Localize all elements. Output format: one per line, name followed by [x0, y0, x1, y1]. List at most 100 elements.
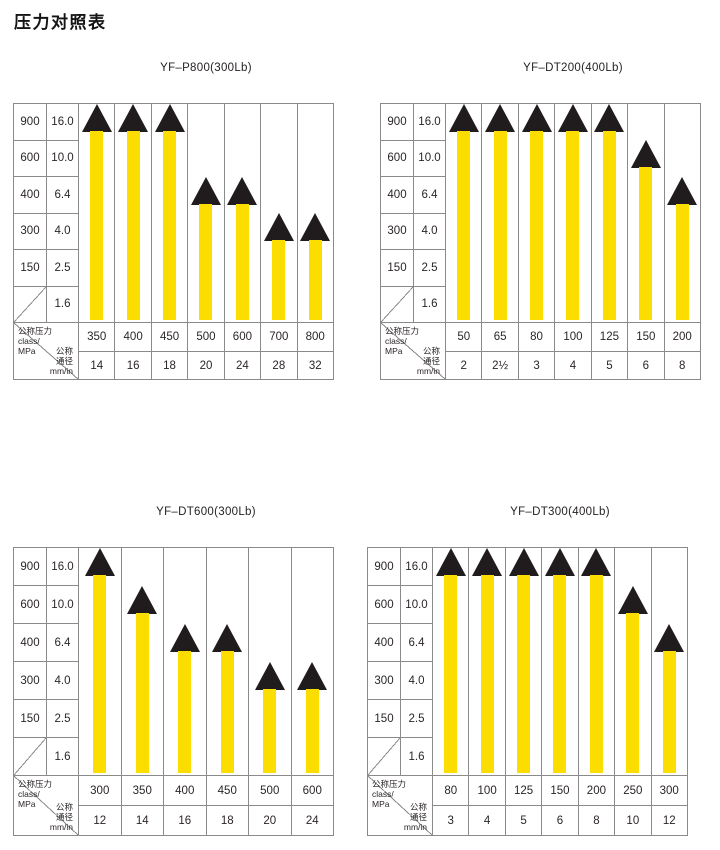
class-value-cell: 100	[469, 776, 505, 806]
size-value-cell: 2	[460, 359, 467, 372]
y-axis: 900 16.0 600 10.0 400 6.4 300 4.0 150 2.5 1.6	[381, 104, 446, 322]
pressure-bar	[126, 131, 140, 320]
chart-table: 900 16.0 600 10.0 400 6.4 300 4.0 150 2.5 1.6 公称压力 c…	[13, 103, 334, 380]
pressure-chart-yf-p800: YF–P800(300Lb) 900 16.0 600 10.0 400 6.4 300 4.0…	[13, 62, 334, 380]
bar-column	[225, 104, 262, 322]
bar-column	[79, 104, 116, 322]
bar-arrow-icon	[654, 623, 685, 652]
plot-area: 900 16.0 600 10.0 400 6.4 300 4.0 150 2.5 1.6	[368, 548, 687, 775]
bar-column	[519, 104, 556, 322]
bar-column	[164, 548, 207, 775]
pressure-bar	[308, 240, 322, 320]
axis-header-cell: 公称压力 class/MPa 公称 通径 mm/in	[368, 776, 433, 835]
data-column: 500 20	[249, 776, 292, 835]
pressure-bar	[93, 575, 107, 773]
size-label-cn-1: 公称	[422, 346, 440, 356]
y-axis-class-value: 150	[14, 700, 47, 737]
pressure-bar	[589, 575, 603, 773]
size-value-cell: 5	[520, 814, 527, 827]
y-axis-row: 400 6.4	[368, 624, 433, 662]
y-axis-class-value: 900	[381, 104, 414, 140]
pressure-bar	[566, 131, 580, 320]
size-label-cn-1: 公称	[55, 802, 73, 812]
size-unit-label: mm/in	[49, 366, 73, 376]
y-axis-mpa-value: 4.0	[414, 213, 446, 249]
class-value-cell: 50	[446, 323, 482, 352]
y-axis: 900 16.0 600 10.0 400 6.4 300 4.0 150 2.5 1.6	[368, 548, 433, 775]
pressure-bar	[530, 131, 544, 320]
bar-column	[433, 548, 470, 775]
data-column: 80 3	[433, 776, 470, 835]
bar-column	[298, 104, 333, 322]
size-value-cell: 32	[308, 359, 322, 372]
y-axis-mpa-value: 4.0	[47, 213, 79, 249]
y-axis-mpa-value: 4.0	[47, 662, 79, 699]
y-axis-class-value: 600	[14, 140, 47, 176]
pressure-label-en: class/	[372, 789, 394, 799]
bar-arrow-icon	[169, 623, 200, 652]
pressure-bar	[639, 167, 653, 320]
y-axis-row: 600 10.0	[14, 586, 79, 624]
y-axis-class-value: 150	[368, 700, 401, 737]
size-value-cell: 24	[305, 814, 319, 827]
size-value-cell: 8	[679, 359, 686, 372]
bar-column	[542, 548, 579, 775]
data-column: 300 12	[651, 776, 687, 835]
class-value-cell: 400	[164, 776, 206, 806]
y-axis-class-value: 900	[368, 548, 401, 585]
label-rows: 公称压力 class/MPa 公称 通径 mm/in 350 14 400 16 450 18 500…	[14, 322, 333, 379]
y-axis-diagonal-cell	[381, 286, 414, 322]
size-value-cell: 10	[626, 814, 640, 827]
class-value-cell: 600	[224, 323, 261, 352]
label-rows: 公称压力 class/MPa 公称 通径 mm/in 80 3 100 4 125 5 150 6 200…	[368, 775, 687, 835]
pressure-bar	[675, 203, 689, 320]
y-axis-row: 600 10.0	[14, 140, 79, 177]
pressure-bar	[178, 650, 192, 773]
y-axis-row: 150 2.5	[14, 700, 79, 738]
data-column: 100 4	[555, 323, 592, 379]
size-value-cell: 16	[126, 359, 140, 372]
y-axis-class-value: 600	[381, 140, 414, 176]
data-column: 150 6	[542, 776, 579, 835]
size-unit-label: mm/in	[403, 822, 427, 832]
bar-arrow-icon	[617, 585, 648, 614]
y-axis-class-value: 300	[14, 662, 47, 699]
pressure-bar	[602, 131, 616, 320]
y-axis-diagonal-cell	[368, 738, 401, 775]
pressure-chart-yf-dt200: YF–DT200(400Lb) 900 16.0 600 10.0 400 6.4 300 4.…	[380, 62, 701, 380]
y-axis-mpa-value: 6.4	[414, 177, 446, 213]
bar-column	[615, 548, 652, 775]
bar-column	[122, 548, 164, 775]
class-value-cell: 600	[291, 776, 333, 806]
y-axis-class-value: 300	[14, 213, 47, 249]
size-value-cell: 18	[163, 359, 176, 372]
size-value-cell: 20	[199, 359, 213, 372]
y-axis-mpa-value: 6.4	[47, 624, 79, 661]
y-axis-row: 300 4.0	[368, 662, 433, 700]
pressure-bar	[493, 131, 507, 320]
size-header-label: 公称 通径 mm/in	[404, 802, 427, 832]
bar-column	[261, 104, 298, 322]
data-column: 800 32	[297, 323, 333, 379]
class-value-cell: 300	[79, 776, 121, 806]
size-header-label: 公称 通径 mm/in	[50, 346, 73, 376]
y-axis: 900 16.0 600 10.0 400 6.4 300 4.0 150 2.5 1.6	[14, 104, 79, 322]
pressure-label-cn: 公称压力	[385, 326, 420, 336]
y-axis-mpa-value: 16.0	[47, 548, 79, 585]
y-axis-row: 1.6	[14, 738, 79, 775]
size-header-label: 公称 通径 mm/in	[50, 802, 73, 832]
bar-arrow-icon	[127, 585, 158, 614]
pressure-unit-label: MPa	[385, 346, 403, 356]
size-value-cell: 28	[272, 359, 286, 372]
pressure-label-en: class/	[18, 789, 40, 799]
data-column: 600 24	[291, 776, 333, 835]
y-axis-row: 900 16.0	[14, 548, 79, 586]
class-value-cell: 150	[542, 776, 578, 806]
pressure-bar	[163, 131, 177, 320]
class-value-cell: 700	[261, 323, 297, 352]
pressure-label-cn: 公称压力	[372, 779, 407, 789]
size-value-cell: 20	[263, 814, 277, 827]
axis-header-cell: 公称压力 class/MPa 公称 通径 mm/in	[14, 323, 79, 379]
y-axis-class-value: 150	[381, 250, 414, 286]
data-column: 65 2½	[482, 323, 519, 379]
